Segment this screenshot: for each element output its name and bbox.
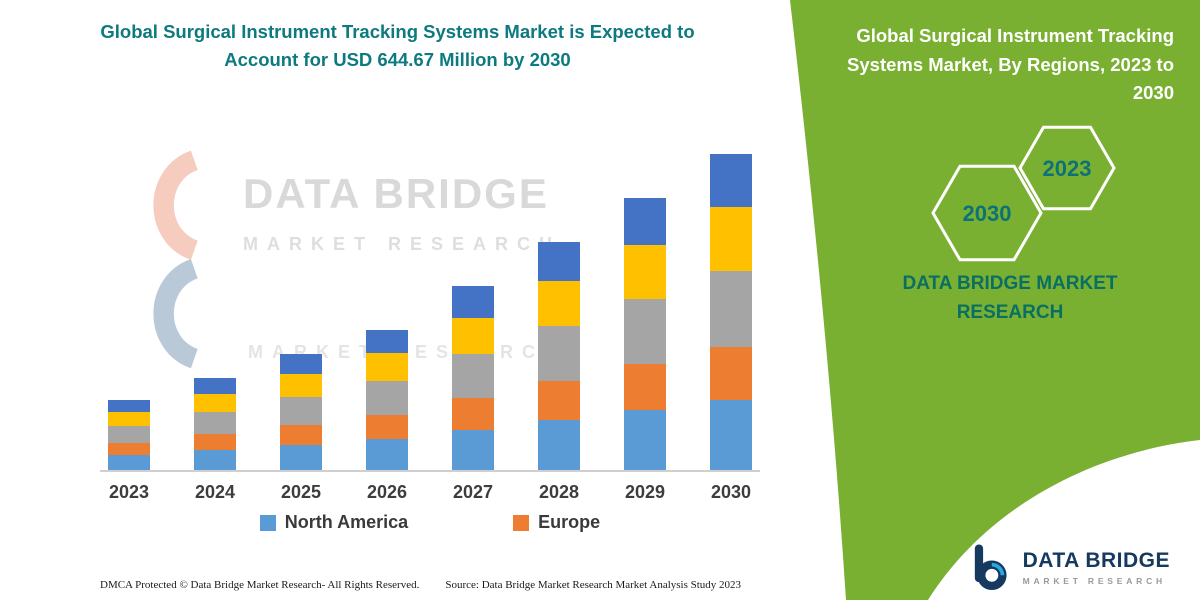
watermark-text: DATA BRIDGE MARKET RESEARCH [243,148,561,255]
segment-region-4-2025 [280,374,322,398]
bar-2030 [710,154,752,470]
bar-2029 [624,197,666,470]
segment-region-5-2023 [108,399,150,413]
segment-region-3-2030 [710,270,752,347]
segment-north-america-2028 [538,420,580,470]
panel-brand-text: DATA BRIDGE MARKET RESEARCH [902,273,1118,323]
segment-north-america-2023 [108,454,150,470]
segment-region-5-2028 [538,242,580,281]
bar-2023 [108,399,150,470]
segment-region-4-2029 [624,244,666,299]
x-axis-labels: 2023 2024 2025 2026 2027 2028 2029 2030 [100,482,760,503]
segment-north-america-2027 [452,429,494,470]
brand-logo-name: DATA BRIDGE [1022,548,1170,572]
segment-region-5-2026 [366,329,408,354]
segment-region-3-2027 [452,354,494,399]
segment-region-4-2028 [538,280,580,327]
segment-north-america-2029 [624,410,666,470]
bar-2026 [366,329,408,470]
footer: DMCA Protected © Data Bridge Market Rese… [100,579,790,591]
x-label-2026: 2026 [366,482,408,502]
legend-swatch-north-america [259,514,276,531]
x-label-2030: 2030 [710,482,752,502]
segment-region-5-2027 [452,286,494,318]
segment-europe-2024 [194,434,236,450]
bars-area [100,148,760,472]
brand-logo: DATA BRIDGE MARKET RESEARCH [967,544,1170,590]
bar-2028 [538,242,580,470]
legend-label-europe: Europe [538,512,601,532]
watermark-logo-icon [153,150,199,369]
segment-region-3-2025 [280,397,322,425]
segment-north-america-2024 [194,449,236,470]
dmca-text: DMCA Protected © Data Bridge Market Rese… [100,579,420,591]
segment-region-5-2024 [194,377,236,394]
chart-title: Global Surgical Instrument Tracking Syst… [100,21,695,70]
watermark-line2: MARKET RESEARCH [243,234,562,254]
segment-north-america-2025 [280,444,322,470]
segment-region-4-2026 [366,353,408,382]
x-label-2023: 2023 [108,482,150,502]
segment-europe-2026 [366,415,408,440]
segment-europe-2025 [280,424,322,445]
segment-region-4-2023 [108,412,150,427]
segment-region-3-2026 [366,381,408,416]
bar-2027 [452,286,494,470]
brand-logo-subtitle: MARKET RESEARCH [1022,575,1166,586]
hexagon-2030-label: 2030 [963,201,1012,226]
segment-region-5-2029 [624,197,666,245]
segment-region-4-2024 [194,393,236,413]
bar-2025 [280,353,322,470]
segment-europe-2030 [710,346,752,401]
segment-europe-2029 [624,364,666,411]
segment-region-5-2025 [280,353,322,375]
segment-region-3-2023 [108,426,150,444]
bar-chart: 2023 2024 2025 2026 2027 2028 2029 2030 [100,148,760,503]
source-text: Source: Data Bridge Market Research Mark… [445,579,742,591]
segment-region-3-2029 [624,298,666,365]
x-label-2025: 2025 [280,482,322,502]
watermark-line1: DATA BRIDGE [243,170,549,217]
segment-europe-2023 [108,443,150,455]
year-hexagons: 2030 2023 [931,125,1116,262]
chart-legend: North America Europe [100,512,760,533]
watermark: DATA BRIDGE MARKET RESEARCH [135,148,561,373]
segment-europe-2028 [538,381,580,420]
segment-region-5-2030 [710,154,752,208]
data-bridge-logo-icon [974,544,1007,590]
hexagon-2023-label: 2023 [1043,156,1092,181]
legend-label-north-america: North America [284,512,409,532]
x-label-2028: 2028 [538,482,580,502]
brand-logo-text: DATA BRIDGE MARKET RESEARCH [1023,549,1170,586]
panel-title: Global Surgical Instrument Tracking Syst… [847,25,1174,104]
legend-item-north-america: North America [259,512,409,533]
segment-region-4-2027 [452,317,494,355]
legend-item-europe: Europe [513,512,600,533]
segment-north-america-2026 [366,439,408,470]
segment-europe-2027 [452,398,494,430]
legend-swatch-europe [513,514,530,531]
segment-north-america-2030 [710,400,752,470]
x-label-2027: 2027 [452,482,494,502]
segment-region-4-2030 [710,207,752,271]
segment-region-3-2024 [194,412,236,435]
segment-region-3-2028 [538,326,580,382]
x-label-2024: 2024 [194,482,236,502]
x-label-2029: 2029 [624,482,666,502]
bar-2024 [194,377,236,470]
